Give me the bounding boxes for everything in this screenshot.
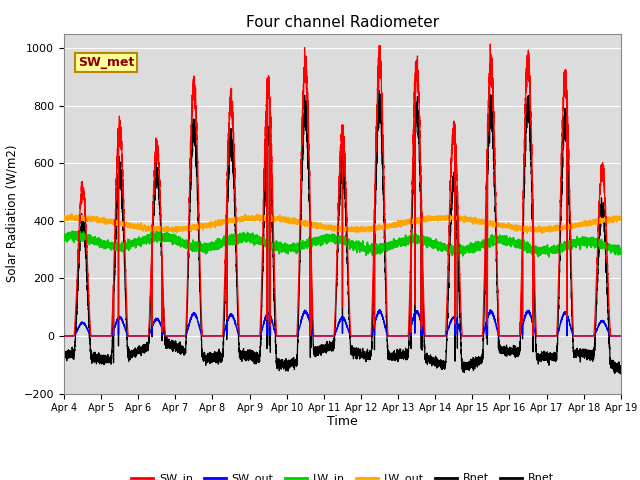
LW_out <box>60 216 68 221</box>
SW_in <box>60 333 68 339</box>
Legend: SW_in, SW_out, LW_in, LW_out, Rnet, Rnet: SW_in, SW_out, LW_in, LW_out, Rnet, Rnet <box>127 469 558 480</box>
SW_out <box>60 333 68 339</box>
LW_in <box>419 233 427 239</box>
LW_in <box>179 240 187 245</box>
SW_out <box>179 333 187 339</box>
LW_out <box>615 216 623 222</box>
Rnet <box>615 369 623 374</box>
SW_out <box>615 333 623 339</box>
SW_in <box>499 333 506 339</box>
Line: LW_out: LW_out <box>64 214 621 233</box>
LW_in <box>499 239 506 244</box>
Rnet <box>376 87 383 93</box>
Line: Rnet: Rnet <box>64 90 621 374</box>
Rnet <box>616 371 624 377</box>
LW_in <box>173 237 181 243</box>
Line: SW_out: SW_out <box>64 310 621 336</box>
LW_out <box>269 216 276 221</box>
Line: SW_in: SW_in <box>64 44 621 336</box>
SW_in <box>179 333 187 339</box>
LW_out <box>538 230 546 236</box>
Rnet <box>60 351 68 357</box>
LW_in <box>615 247 623 253</box>
LW_in <box>617 250 625 255</box>
Rnet <box>419 304 427 310</box>
Y-axis label: Solar Radiation (W/m2): Solar Radiation (W/m2) <box>5 145 18 282</box>
SW_out <box>499 333 506 339</box>
SW_out <box>419 328 427 334</box>
LW_out <box>499 223 506 229</box>
LW_out <box>419 215 427 220</box>
SW_in <box>269 187 276 192</box>
Line: LW_in: LW_in <box>64 231 621 257</box>
Rnet <box>179 348 187 354</box>
Rnet <box>617 367 625 372</box>
Text: SW_met: SW_met <box>78 56 134 69</box>
LW_in <box>545 254 553 260</box>
SW_out <box>173 333 181 339</box>
LW_in <box>269 243 276 249</box>
Rnet <box>499 348 506 354</box>
SW_out <box>617 333 625 339</box>
LW_in <box>68 228 76 234</box>
SW_in <box>615 333 623 339</box>
SW_in <box>173 333 181 339</box>
SW_in <box>419 275 427 281</box>
LW_out <box>179 226 187 232</box>
SW_out <box>486 307 494 312</box>
SW_out <box>269 320 276 326</box>
LW_in <box>60 233 68 239</box>
LW_out <box>68 211 76 216</box>
Rnet <box>269 229 276 235</box>
LW_out <box>173 225 181 231</box>
Title: Four channel Radiometer: Four channel Radiometer <box>246 15 439 30</box>
SW_in <box>486 41 494 47</box>
LW_out <box>617 216 625 222</box>
X-axis label: Time: Time <box>327 415 358 428</box>
Rnet <box>173 348 181 354</box>
SW_in <box>617 333 625 339</box>
